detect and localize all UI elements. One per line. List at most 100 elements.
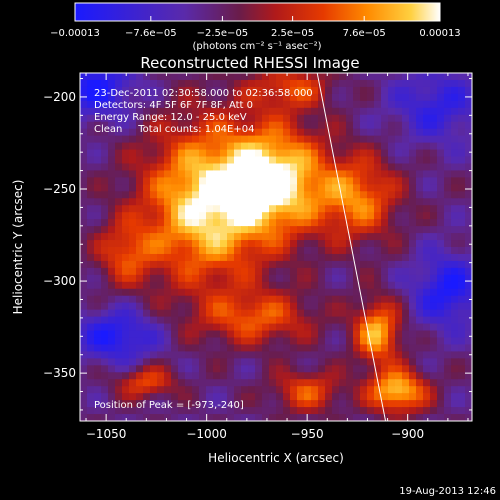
heatmap-cell bbox=[311, 316, 319, 325]
heatmap-cell bbox=[185, 260, 193, 269]
heatmap-cell bbox=[185, 309, 193, 318]
heatmap-cell bbox=[325, 247, 333, 255]
heatmap-cell bbox=[297, 233, 305, 241]
heatmap-cell bbox=[87, 156, 95, 165]
heatmap-cell bbox=[164, 414, 172, 421]
heatmap-cell bbox=[416, 267, 424, 276]
heatmap-cell bbox=[346, 198, 354, 206]
heatmap-cell bbox=[213, 302, 221, 311]
heatmap-cell bbox=[122, 281, 130, 290]
heatmap-cell bbox=[367, 253, 375, 262]
heatmap-cell bbox=[451, 372, 459, 380]
heatmap-cell bbox=[402, 100, 410, 109]
heatmap-cell bbox=[409, 149, 417, 158]
heatmap-cell bbox=[178, 107, 186, 116]
heatmap-cell bbox=[178, 316, 186, 325]
heatmap-cell bbox=[374, 316, 382, 325]
heatmap-cell bbox=[248, 295, 256, 304]
heatmap-cell bbox=[451, 233, 459, 241]
heatmap-cell bbox=[269, 170, 277, 178]
heatmap-cell bbox=[220, 184, 228, 192]
heatmap-cell bbox=[465, 128, 472, 137]
heatmap-cell bbox=[87, 337, 95, 346]
heatmap-cell bbox=[297, 121, 305, 130]
heatmap-cell bbox=[311, 351, 319, 359]
heatmap-cell bbox=[395, 121, 403, 130]
heatmap-cell bbox=[402, 79, 410, 88]
heatmap-cell bbox=[290, 205, 298, 213]
heatmap-cell bbox=[157, 351, 165, 359]
heatmap-cell bbox=[80, 142, 88, 151]
heatmap-cell bbox=[94, 170, 102, 178]
heatmap-cell bbox=[444, 114, 452, 123]
heatmap-cell bbox=[297, 400, 305, 408]
heatmap-cell bbox=[465, 135, 472, 144]
heatmap-cell bbox=[304, 212, 312, 220]
heatmap-cell bbox=[213, 107, 221, 116]
heatmap-cell bbox=[339, 156, 347, 165]
heatmap-cell bbox=[94, 191, 102, 199]
heatmap-cell bbox=[409, 121, 417, 130]
heatmap-cell bbox=[276, 309, 284, 318]
heatmap-cell bbox=[465, 212, 472, 220]
heatmap-cell bbox=[402, 295, 410, 304]
heatmap-cell bbox=[304, 414, 312, 421]
heatmap-cell bbox=[353, 177, 361, 185]
heatmap-cell bbox=[311, 114, 319, 123]
heatmap-cell bbox=[248, 79, 256, 88]
heatmap-cell bbox=[192, 177, 200, 185]
heatmap-cell bbox=[213, 414, 221, 421]
heatmap-cell bbox=[311, 73, 319, 81]
heatmap-cell bbox=[318, 358, 326, 366]
heatmap-cell bbox=[108, 386, 116, 394]
heatmap-cell bbox=[437, 260, 445, 269]
heatmap-cell bbox=[360, 267, 368, 276]
heatmap-cell bbox=[276, 212, 284, 220]
heatmap-cell bbox=[143, 344, 151, 352]
heatmap-cell bbox=[108, 93, 116, 102]
colorbar-tick-label: −2.5e−05 bbox=[197, 28, 249, 39]
heatmap-cell bbox=[409, 379, 417, 387]
heatmap-cell bbox=[87, 260, 95, 269]
heatmap-cell bbox=[304, 100, 312, 109]
heatmap-cell bbox=[332, 393, 340, 401]
heatmap-cell bbox=[255, 253, 263, 262]
heatmap-cell bbox=[339, 184, 347, 192]
heatmap-cell bbox=[178, 358, 186, 366]
heatmap-cell bbox=[269, 149, 277, 158]
heatmap-cell bbox=[164, 86, 172, 95]
heatmap-cell bbox=[367, 379, 375, 387]
heatmap-cell bbox=[416, 163, 424, 172]
heatmap-cell bbox=[381, 226, 389, 234]
heatmap-cell bbox=[437, 163, 445, 172]
heatmap-cell bbox=[465, 240, 472, 248]
heatmap-cell bbox=[255, 302, 263, 311]
heatmap-cell bbox=[451, 267, 459, 276]
heatmap-cell bbox=[339, 100, 347, 109]
heatmap-cell bbox=[136, 219, 144, 227]
heatmap-cell bbox=[192, 240, 200, 248]
heatmap-cell bbox=[283, 323, 291, 332]
heatmap-cell bbox=[101, 414, 109, 421]
heatmap-cell bbox=[248, 128, 256, 137]
heatmap-cell bbox=[458, 302, 466, 311]
heatmap-cell bbox=[304, 386, 312, 394]
heatmap-cell bbox=[234, 184, 242, 192]
heatmap-cell bbox=[108, 379, 116, 387]
heatmap-cell bbox=[437, 205, 445, 213]
heatmap-cell bbox=[101, 309, 109, 318]
heatmap-cell bbox=[374, 393, 382, 401]
heatmap-cell bbox=[416, 79, 424, 88]
heatmap-cell bbox=[206, 309, 214, 318]
heatmap-cell bbox=[437, 121, 445, 130]
heatmap-cell bbox=[171, 386, 179, 394]
heatmap-cell bbox=[262, 379, 270, 387]
heatmap-cell bbox=[234, 393, 242, 401]
heatmap-cell bbox=[444, 177, 452, 185]
heatmap-cell bbox=[213, 358, 221, 366]
heatmap-cell bbox=[171, 393, 179, 401]
heatmap-cell bbox=[94, 414, 102, 421]
heatmap-cell bbox=[304, 163, 312, 172]
heatmap-cell bbox=[178, 170, 186, 178]
heatmap-cell bbox=[339, 247, 347, 255]
